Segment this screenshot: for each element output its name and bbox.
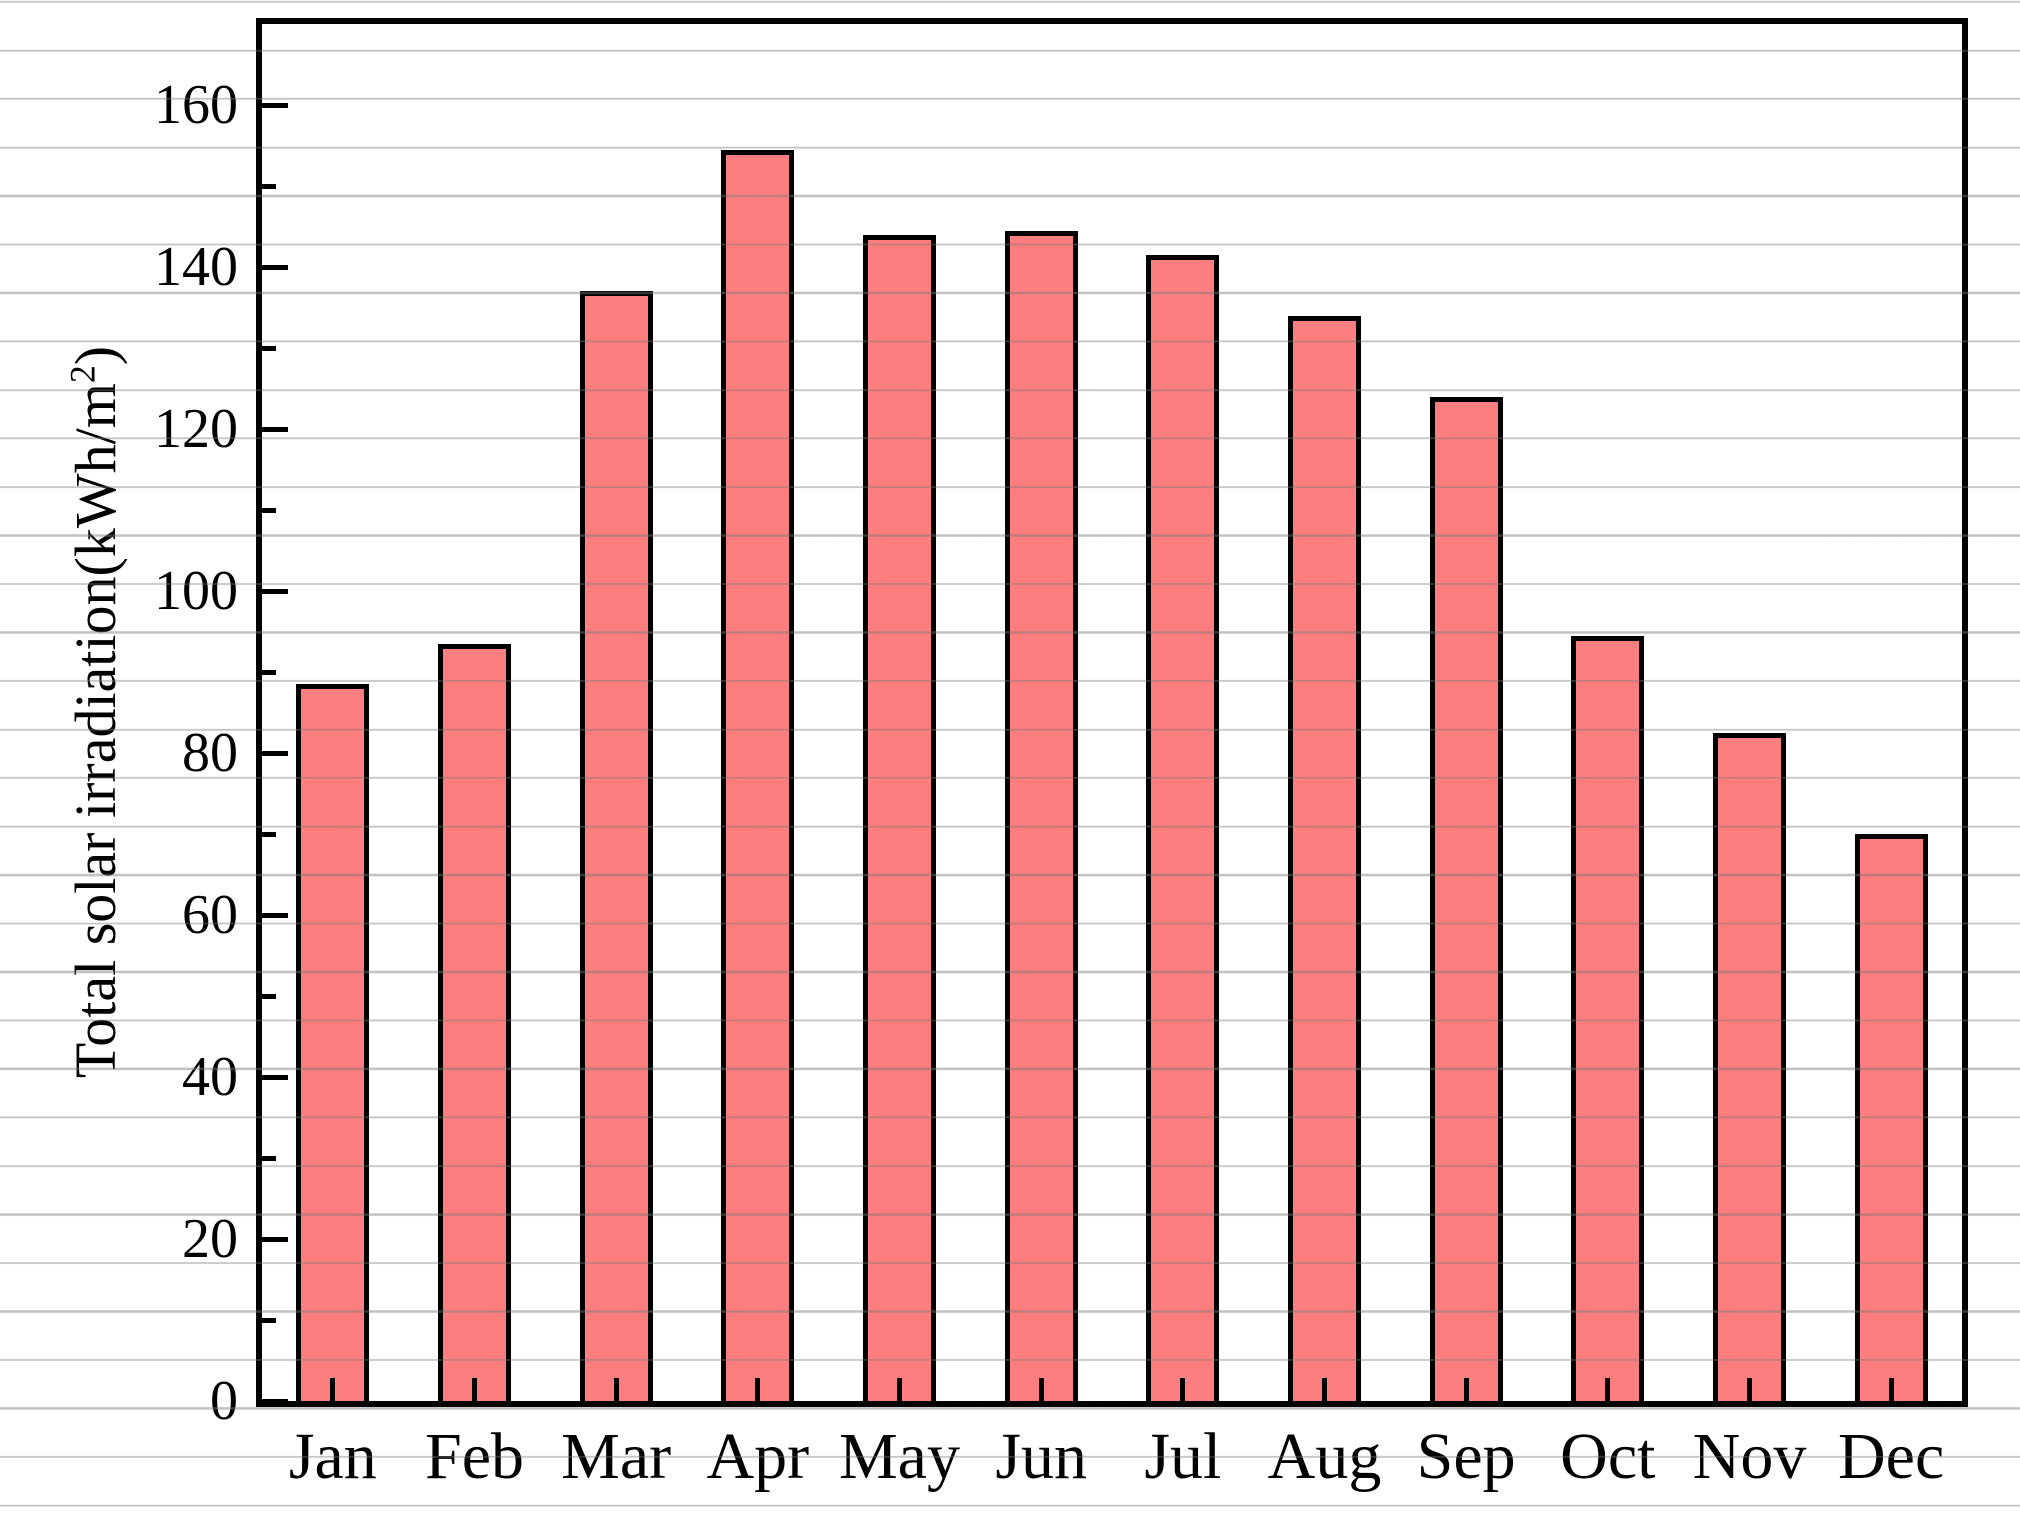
y-tick-major-60 bbox=[262, 912, 288, 918]
x-tick-label-may: May bbox=[839, 1420, 960, 1493]
y-tick-label-20: 20 bbox=[182, 1208, 238, 1270]
x-tick-may bbox=[897, 1378, 902, 1401]
y-tick-major-0 bbox=[262, 1398, 288, 1404]
x-tick-dec bbox=[1888, 1378, 1894, 1401]
x-tick-mar bbox=[613, 1378, 619, 1401]
y-tick-minor-110 bbox=[262, 507, 276, 513]
x-tick-label-mar: Mar bbox=[561, 1420, 672, 1493]
y-tick-label-60: 60 bbox=[182, 884, 238, 946]
y-tick-minor-150 bbox=[262, 183, 276, 189]
x-tick-label-sep: Sep bbox=[1416, 1420, 1516, 1493]
plot-frame bbox=[256, 18, 1968, 1407]
x-tick-label-jul: Jul bbox=[1144, 1420, 1222, 1493]
y-tick-minor-70 bbox=[262, 831, 276, 837]
y-tick-label-80: 80 bbox=[182, 722, 238, 784]
y-tick-minor-130 bbox=[262, 345, 276, 351]
x-tick-aug bbox=[1322, 1378, 1327, 1401]
y-tick-major-160 bbox=[262, 102, 288, 108]
y-tick-major-100 bbox=[262, 588, 288, 594]
x-tick-label-apr: Apr bbox=[706, 1420, 810, 1493]
x-tick-jul bbox=[1180, 1378, 1186, 1401]
bar-mar bbox=[579, 291, 653, 1401]
bar-dec bbox=[1854, 834, 1928, 1401]
bar-oct bbox=[1571, 636, 1645, 1401]
x-tick-jan bbox=[330, 1378, 336, 1401]
bar-sep bbox=[1429, 397, 1503, 1401]
y-tick-minor-30 bbox=[262, 1155, 276, 1161]
x-tick-label-aug: Aug bbox=[1267, 1420, 1382, 1493]
x-tick-label-nov: Nov bbox=[1692, 1420, 1807, 1493]
bar-nov bbox=[1713, 733, 1786, 1401]
y-tick-major-80 bbox=[262, 750, 288, 756]
x-tick-label-jan: Jan bbox=[288, 1420, 377, 1493]
bar-jan bbox=[296, 684, 370, 1401]
bar-feb bbox=[438, 644, 511, 1401]
x-tick-sep bbox=[1463, 1378, 1469, 1401]
y-tick-major-140 bbox=[262, 264, 288, 270]
x-tick-label-jun: Jun bbox=[995, 1420, 1087, 1493]
y-tick-minor-10 bbox=[262, 1317, 276, 1323]
y-tick-minor-90 bbox=[262, 669, 276, 675]
x-tick-jun bbox=[1038, 1378, 1044, 1401]
x-tick-feb bbox=[472, 1378, 477, 1401]
bar-aug bbox=[1288, 316, 1361, 1401]
x-tick-label-oct: Oct bbox=[1560, 1420, 1656, 1493]
bar-jun bbox=[1004, 231, 1078, 1401]
x-tick-label-feb: Feb bbox=[425, 1420, 524, 1493]
y-tick-label-120: 120 bbox=[154, 398, 238, 460]
y-tick-label-140: 140 bbox=[154, 236, 238, 298]
bar-jul bbox=[1146, 255, 1220, 1401]
bar-may bbox=[863, 235, 936, 1401]
x-tick-nov bbox=[1747, 1378, 1752, 1401]
y-tick-major-20 bbox=[262, 1236, 288, 1242]
y-axis-title-suffix: ) bbox=[63, 345, 128, 366]
x-tick-label-dec: Dec bbox=[1838, 1420, 1945, 1493]
y-tick-minor-50 bbox=[262, 993, 276, 999]
x-tick-apr bbox=[755, 1378, 761, 1401]
y-tick-label-100: 100 bbox=[154, 560, 238, 622]
y-tick-label-40: 40 bbox=[182, 1046, 238, 1108]
plot-area bbox=[262, 24, 1962, 1404]
y-tick-label-160: 160 bbox=[154, 74, 238, 136]
y-axis-title-superscript: 2 bbox=[62, 365, 103, 384]
y-tick-major-120 bbox=[262, 426, 288, 432]
bar-apr bbox=[721, 150, 795, 1401]
x-tick-oct bbox=[1605, 1378, 1611, 1401]
y-tick-label-0: 0 bbox=[210, 1370, 238, 1432]
y-tick-major-40 bbox=[262, 1074, 288, 1080]
